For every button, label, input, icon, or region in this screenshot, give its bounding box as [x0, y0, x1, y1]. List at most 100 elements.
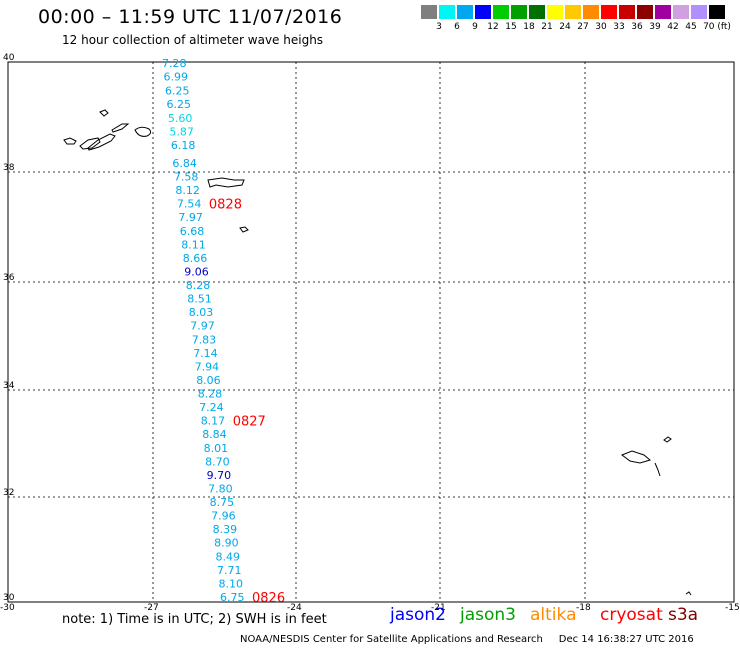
- wave-height-value: 7.54: [177, 198, 202, 211]
- wave-height-value: 6.25: [165, 84, 190, 97]
- satellite-name: cryosat: [600, 605, 663, 625]
- colorbar-label: 30: [595, 22, 607, 32]
- island-madeira: [620, 450, 652, 464]
- wave-height-value: 8.28: [198, 388, 223, 401]
- lon-tick-label: -30: [0, 603, 15, 613]
- colorbar-label: 9: [472, 22, 478, 32]
- lon-tick-label: -24: [287, 603, 302, 613]
- colorbar-label: 6: [454, 22, 460, 32]
- colorbar-label: 45: [685, 22, 697, 32]
- wave-height-value: 5.60: [168, 112, 193, 125]
- wave-height-value: 6.84: [172, 157, 197, 170]
- colorbar-swatch: [673, 5, 689, 19]
- colorbar-swatch: [709, 5, 725, 19]
- colorbar-label: 21: [541, 22, 553, 32]
- wave-height-value: 7.97: [190, 320, 215, 333]
- wave-height-value: 8.10: [219, 577, 244, 590]
- graticule: [8, 62, 734, 602]
- wave-height-value: 8.12: [175, 184, 200, 197]
- wave-height-value: 7.58: [174, 171, 199, 184]
- wave-height-value: 6.18: [171, 139, 196, 152]
- colorbar-swatch: [619, 5, 635, 19]
- altimeter-track: 7.286.996.256.255.605.876.186.847.588.12…: [162, 57, 285, 606]
- lat-tick-label: 36: [3, 273, 15, 283]
- colorbar-label: 18: [523, 22, 535, 32]
- colorbar-swatch: [511, 5, 527, 19]
- islet-desertas: [654, 462, 661, 477]
- colorbar-swatch: [421, 5, 437, 19]
- coastlines: [63, 109, 692, 596]
- wave-height-value: 8.70: [205, 455, 230, 468]
- wave-height-value: 8.11: [181, 238, 206, 251]
- island-faial: [79, 137, 101, 150]
- colorbar-swatch: [655, 5, 671, 19]
- wave-height-value: 8.75: [210, 496, 235, 509]
- wave-height-value: 7.14: [193, 347, 218, 360]
- lat-tick-label: 34: [3, 381, 15, 391]
- colorbar-label: 24: [559, 22, 571, 32]
- island-flores: [63, 137, 77, 145]
- wave-height-value: 7.97: [178, 211, 203, 224]
- satellite-name: jason2: [390, 605, 446, 625]
- island-porto-santo: [663, 436, 672, 443]
- wave-height-value: 9.70: [207, 469, 232, 482]
- wave-height-value: 7.28: [162, 57, 187, 70]
- island-graciosa: [99, 109, 109, 117]
- colorbar-swatch: [637, 5, 653, 19]
- lat-tick-label: 40: [3, 53, 15, 63]
- wave-height-value: 8.90: [214, 537, 239, 550]
- pass-time-label: 0826: [252, 591, 285, 606]
- colorbar-swatch: [439, 5, 455, 19]
- colorbar-label: 27: [577, 22, 589, 32]
- colorbar-swatch: [565, 5, 581, 19]
- colorbar-label: 12: [487, 22, 499, 32]
- credit-line: NOAA/NESDIS Center for Satellite Applica…: [240, 634, 694, 645]
- wave-height-value: 8.51: [187, 293, 212, 306]
- wave-height-value: 7.24: [199, 401, 224, 414]
- wave-height-value: 6.25: [167, 98, 192, 111]
- wave-height-value: 6.68: [180, 225, 205, 238]
- lon-tick-label: -21: [431, 603, 446, 613]
- timestamp: Dec 14 16:38:27 UTC 2016: [558, 634, 694, 645]
- satellite-name: jason3: [460, 605, 516, 625]
- colorbar-swatch: [547, 5, 563, 19]
- colorbar-swatch: [583, 5, 599, 19]
- colorbar-swatch: [601, 5, 617, 19]
- wave-height-value: 7.83: [192, 333, 217, 346]
- lat-tick-label: 38: [3, 163, 15, 173]
- colorbar-label: 36: [631, 22, 643, 32]
- wave-height-value: 7.96: [211, 510, 236, 523]
- wave-height-value: 6.75: [220, 591, 245, 604]
- wave-height-value: 8.39: [213, 523, 238, 536]
- island-sao-jorge: [111, 123, 130, 133]
- chart-title: 00:00 – 11:59 UTC 11/07/2016: [38, 6, 343, 28]
- colorbar-swatch: [493, 5, 509, 19]
- pass-time-label: 0828: [209, 198, 242, 213]
- wave-height-value: 8.17: [201, 415, 226, 428]
- island-terceira: [134, 126, 152, 137]
- satellite-name: s3a: [668, 605, 699, 625]
- colorbar-label: 33: [613, 22, 625, 32]
- credit-text: NOAA/NESDIS Center for Satellite Applica…: [240, 634, 543, 645]
- colorbar-swatch: [457, 5, 473, 19]
- wave-height-value: 8.28: [186, 279, 211, 292]
- islet-selvagens: [685, 591, 692, 596]
- wave-height-value: 9.06: [184, 266, 209, 279]
- wave-height-value: 7.80: [208, 483, 233, 496]
- wave-height-value: 8.03: [189, 306, 214, 319]
- satellite-name: altika: [530, 605, 577, 625]
- wave-height-value: 6.99: [164, 71, 189, 84]
- colorbar-label: 15: [505, 22, 517, 32]
- wave-height-value: 5.87: [169, 126, 194, 139]
- colorbar-label: 39: [649, 22, 661, 32]
- lon-tick-label: -15: [725, 603, 740, 613]
- colorbar-swatch: [475, 5, 491, 19]
- pass-time-label: 0827: [233, 415, 266, 430]
- island-sao-miguel: [207, 177, 245, 188]
- island-pico: [87, 133, 116, 151]
- lat-tick-label: 32: [3, 488, 15, 498]
- wave-height-value: 8.01: [204, 442, 229, 455]
- colorbar-swatch: [529, 5, 545, 19]
- wave-height-value: 7.94: [195, 360, 220, 373]
